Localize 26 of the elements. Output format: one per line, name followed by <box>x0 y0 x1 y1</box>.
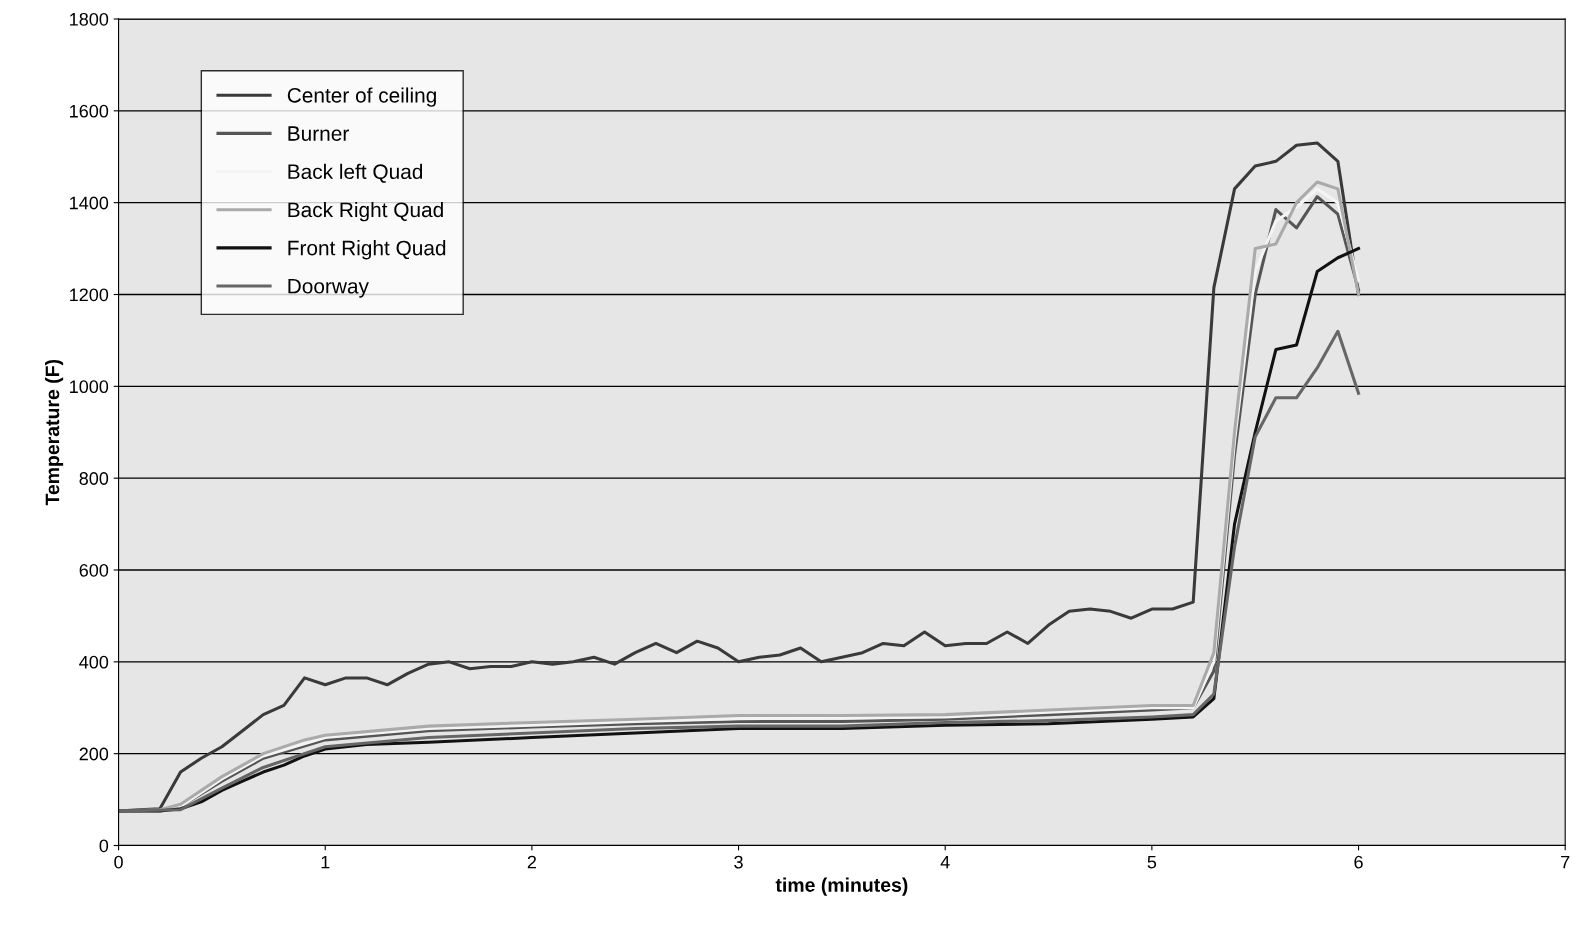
x-tick-label: 3 <box>734 855 743 869</box>
y-tick-label: 1600 <box>70 104 109 118</box>
legend-label: Burner <box>288 126 349 141</box>
y-tick-label: 200 <box>79 747 109 761</box>
y-tick-label: 800 <box>79 472 109 485</box>
y-tick-label: 600 <box>79 563 109 577</box>
legend-label: Back Right Quad <box>288 201 443 222</box>
legend-label: Front Right Quad <box>288 240 446 260</box>
y-tick-label: 1400 <box>70 196 109 210</box>
legend-label: Center of ceiling <box>287 87 436 107</box>
x-tick-label: 2 <box>527 855 537 869</box>
x-tick-label: 7 <box>1561 855 1570 869</box>
x-tick-label: 5 <box>1147 855 1157 869</box>
x-tick-label: 0 <box>114 855 123 869</box>
y-tick-label: 1200 <box>70 288 109 302</box>
y-tick-label: 400 <box>79 655 109 669</box>
y-tick-label: 1800 <box>70 12 109 26</box>
legend-label: Doorway <box>288 279 369 298</box>
y-tick-label: 0 <box>99 839 109 853</box>
legend-label: Back left Quad <box>288 163 423 183</box>
x-tick-label: 1 <box>321 855 330 869</box>
x-tick-label: 6 <box>1354 855 1363 869</box>
y-tick-label: 1000 <box>70 380 109 394</box>
y-axis-title: Temperature (F) <box>45 359 64 506</box>
x-axis-title: time (minutes) <box>775 877 908 896</box>
x-tick-label: 4 <box>940 855 950 869</box>
